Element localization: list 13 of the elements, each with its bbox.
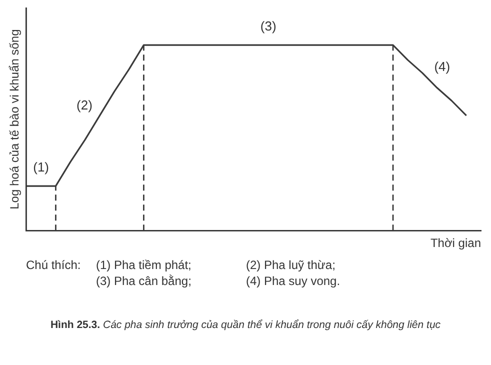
text: Các pha sinh trưởng của quần thể vi khuẩn trong nuôi cấy không liên tục bbox=[102, 319, 441, 331]
annotation: (2) bbox=[76, 98, 92, 113]
text: Hình 25.3. bbox=[50, 319, 100, 331]
text: (3) bbox=[260, 18, 276, 34]
annotation: (1) bbox=[33, 160, 50, 175]
y-axis-title: Log hoá của tế bào vi khuẩn sống bbox=[8, 29, 22, 210]
text: (1) Pha tiềm phát; bbox=[96, 258, 192, 272]
text: Chú thích: bbox=[26, 258, 82, 272]
text: (4) Pha suy vong. bbox=[246, 274, 342, 288]
text: (3) Pha cân bằng; bbox=[96, 274, 192, 288]
x-axis-title: Thời gian bbox=[430, 236, 481, 250]
text: (2) Pha luỹ thừa; bbox=[246, 258, 336, 272]
annotation: (4) bbox=[434, 58, 450, 74]
